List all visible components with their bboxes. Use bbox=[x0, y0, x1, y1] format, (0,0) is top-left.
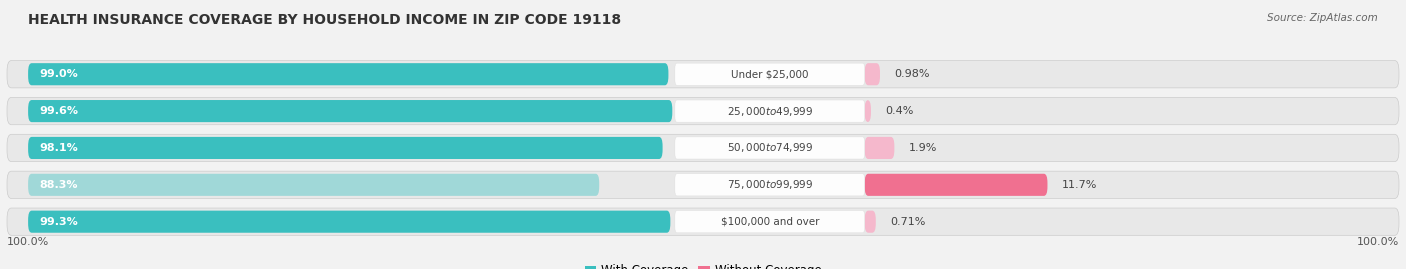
Text: 100.0%: 100.0% bbox=[1357, 237, 1399, 247]
FancyBboxPatch shape bbox=[28, 100, 672, 122]
Text: HEALTH INSURANCE COVERAGE BY HOUSEHOLD INCOME IN ZIP CODE 19118: HEALTH INSURANCE COVERAGE BY HOUSEHOLD I… bbox=[28, 13, 621, 27]
Text: 99.0%: 99.0% bbox=[39, 69, 79, 79]
Text: $25,000 to $49,999: $25,000 to $49,999 bbox=[727, 105, 813, 118]
Text: 99.3%: 99.3% bbox=[39, 217, 79, 227]
FancyBboxPatch shape bbox=[865, 174, 1047, 196]
FancyBboxPatch shape bbox=[865, 63, 880, 85]
Text: Under $25,000: Under $25,000 bbox=[731, 69, 808, 79]
FancyBboxPatch shape bbox=[28, 137, 662, 159]
Text: 100.0%: 100.0% bbox=[7, 237, 49, 247]
FancyBboxPatch shape bbox=[7, 97, 1399, 125]
FancyBboxPatch shape bbox=[675, 137, 865, 159]
FancyBboxPatch shape bbox=[675, 211, 865, 233]
Text: 11.7%: 11.7% bbox=[1062, 180, 1097, 190]
Text: 0.4%: 0.4% bbox=[884, 106, 914, 116]
FancyBboxPatch shape bbox=[7, 134, 1399, 162]
Legend: With Coverage, Without Coverage: With Coverage, Without Coverage bbox=[585, 264, 821, 269]
Text: Source: ZipAtlas.com: Source: ZipAtlas.com bbox=[1267, 13, 1378, 23]
FancyBboxPatch shape bbox=[865, 137, 894, 159]
FancyBboxPatch shape bbox=[7, 208, 1399, 235]
Text: $100,000 and over: $100,000 and over bbox=[720, 217, 820, 227]
Text: 0.71%: 0.71% bbox=[890, 217, 925, 227]
Text: 1.9%: 1.9% bbox=[908, 143, 936, 153]
Text: 99.6%: 99.6% bbox=[39, 106, 79, 116]
FancyBboxPatch shape bbox=[675, 100, 865, 122]
FancyBboxPatch shape bbox=[675, 63, 865, 85]
Text: $50,000 to $74,999: $50,000 to $74,999 bbox=[727, 141, 813, 154]
Text: $75,000 to $99,999: $75,000 to $99,999 bbox=[727, 178, 813, 191]
Text: 0.98%: 0.98% bbox=[894, 69, 929, 79]
FancyBboxPatch shape bbox=[7, 61, 1399, 88]
FancyBboxPatch shape bbox=[28, 211, 671, 233]
FancyBboxPatch shape bbox=[865, 100, 870, 122]
FancyBboxPatch shape bbox=[28, 174, 599, 196]
FancyBboxPatch shape bbox=[7, 171, 1399, 199]
FancyBboxPatch shape bbox=[865, 211, 876, 233]
FancyBboxPatch shape bbox=[675, 174, 865, 196]
FancyBboxPatch shape bbox=[28, 63, 668, 85]
Text: 88.3%: 88.3% bbox=[39, 180, 77, 190]
Text: 98.1%: 98.1% bbox=[39, 143, 79, 153]
